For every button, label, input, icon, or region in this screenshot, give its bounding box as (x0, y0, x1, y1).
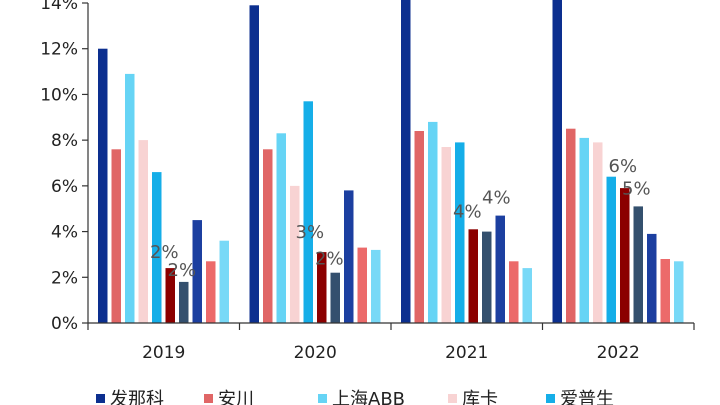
bar-2020-s2 (276, 133, 286, 323)
bar-2019-s0 (98, 48, 108, 323)
legend-label: 爱普生 (560, 389, 614, 405)
bar-2021-s1 (414, 131, 424, 323)
data-label: 2% (168, 260, 197, 281)
bar-2019-s9 (219, 240, 229, 323)
y-tick-label: 0% (51, 314, 78, 334)
x-tick-label-2022: 2022 (597, 343, 640, 363)
bar-2022-s1 (566, 128, 576, 323)
legend-item-4: 爱普生 (546, 389, 614, 405)
bar-2020-s7 (344, 190, 354, 323)
data-label: 4% (453, 201, 482, 222)
bar-2022-s3 (593, 142, 603, 323)
legend-swatch (448, 394, 457, 403)
bar-2019-s6 (179, 281, 189, 323)
bar-2019-s4 (152, 172, 162, 323)
bar-2021-s9 (522, 268, 532, 323)
data-label: 2% (315, 249, 344, 270)
bar-2021-s3 (441, 147, 451, 323)
bar-2021-s4 (455, 142, 465, 323)
data-label: 2% (150, 242, 179, 263)
bar-2021-s8 (509, 261, 519, 323)
bar-2021-s0 (401, 0, 411, 323)
bar-2021-s6 (482, 231, 492, 323)
bar-2020-s3 (290, 185, 300, 323)
legend-swatch (96, 394, 105, 403)
legend-swatch (204, 394, 213, 403)
bar-2020-s4 (303, 101, 313, 323)
bar-2020-s6 (330, 272, 340, 323)
bar-2019-s1 (111, 149, 121, 323)
labels-layer: 2%2%3%2%4%4%6%5% (150, 156, 651, 281)
bar-2022-s7 (647, 233, 657, 323)
bar-2022-s5 (620, 188, 630, 323)
bar-2022-s2 (579, 137, 589, 323)
bar-2019-s8 (206, 261, 216, 323)
legend-swatch (318, 394, 327, 403)
legend-label: 上海ABB (332, 389, 405, 405)
bar-2021-s5 (468, 229, 478, 323)
axes-layer: 0% 2% 4% 6% 8% 10% 12% 14% 2019 2020 2021 2022 (40, 0, 695, 363)
legend-item-1: 安川 (204, 389, 254, 405)
bar-2020-s5 (317, 252, 327, 323)
legend-swatch (546, 394, 555, 403)
data-label: 6% (609, 156, 638, 177)
data-label: 5% (622, 178, 651, 199)
bar-2021-s2 (428, 121, 438, 323)
bar-2022-s9 (674, 261, 684, 323)
data-label: 3% (296, 222, 325, 243)
legend-item-0: 发那科 (96, 389, 164, 405)
y-tick-label: 14% (40, 0, 78, 14)
x-tick-label-2019: 2019 (142, 343, 185, 363)
bar-2022-s4 (606, 176, 616, 323)
bar-2022-s6 (633, 206, 643, 323)
legend-item-3: 库卡 (448, 389, 498, 405)
legend-label: 发那科 (110, 389, 164, 405)
bar-2019-s5 (165, 268, 175, 323)
bar-2020-s8 (357, 247, 367, 323)
x-tick-label-2020: 2020 (294, 343, 337, 363)
bar-2020-s0 (249, 5, 259, 323)
y-tick-label: 12% (40, 40, 78, 60)
x-tick-label-2021: 2021 (445, 343, 488, 363)
bar-2022-s8 (660, 259, 670, 323)
bar-2019-s7 (192, 220, 202, 323)
y-tick-label: 8% (51, 131, 78, 151)
bar-2022-s0 (552, 0, 562, 323)
bar-2019-s3 (138, 140, 148, 323)
y-tick-label: 4% (51, 223, 78, 243)
bar-2019-s2 (125, 73, 135, 323)
legend-item-2: 上海ABB (318, 389, 405, 405)
legend-label: 安川 (218, 389, 254, 405)
legend: 发那科 安川 上海ABB 库卡 爱普生 (96, 389, 614, 405)
bar-2020-s1 (263, 149, 273, 323)
y-tick-label: 6% (51, 177, 78, 197)
bars-layer (98, 0, 684, 323)
y-tick-label: 10% (40, 85, 78, 105)
bar-2020-s9 (371, 249, 381, 323)
y-tick-label: 2% (51, 268, 78, 288)
data-label: 4% (482, 188, 511, 209)
legend-label: 库卡 (462, 389, 498, 405)
bar-2021-s7 (495, 215, 505, 323)
